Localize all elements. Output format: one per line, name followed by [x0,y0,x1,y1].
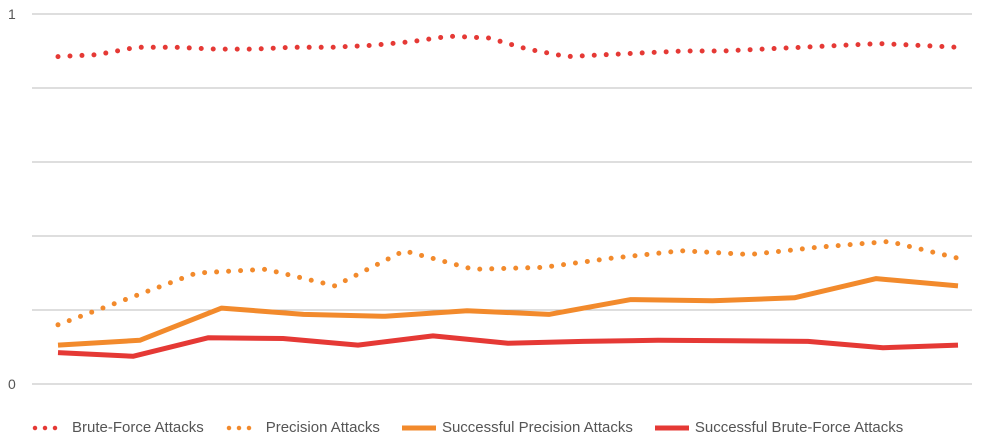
y-axis-ticks: 01 [8,6,16,392]
y-tick-label-1: 1 [8,6,16,22]
legend: Brute-Force Attacks Precision Attacks Succ… [32,416,925,438]
legend-swatch-3 [654,425,689,431]
series-line-3 [57,333,959,359]
legend-label-0: Brute-Force Attacks [72,418,204,436]
legend-label-2: Successful Precision Attacks [441,418,633,436]
legend-item-2: Successful Precision Attacks [401,418,633,436]
legend-swatch-1 [226,425,259,431]
y-tick-label-0: 0 [8,376,16,392]
legend-item-1: Precision Attacks [226,419,380,436]
legend-item-0: Brute-Force Attacks [32,419,204,436]
gridlines [32,13,972,385]
legend-label-1: Precision Attacks [265,418,380,436]
series-line-2 [57,276,959,348]
series-lines [55,33,961,359]
legend-swatch-0 [32,425,66,431]
legend-item-3: Successful Brute-Force Attacks [654,418,904,436]
series-line-0 [55,33,961,60]
legend-label-3: Successful Brute-Force Attacks [694,418,904,436]
legend-swatch-2 [401,425,436,431]
